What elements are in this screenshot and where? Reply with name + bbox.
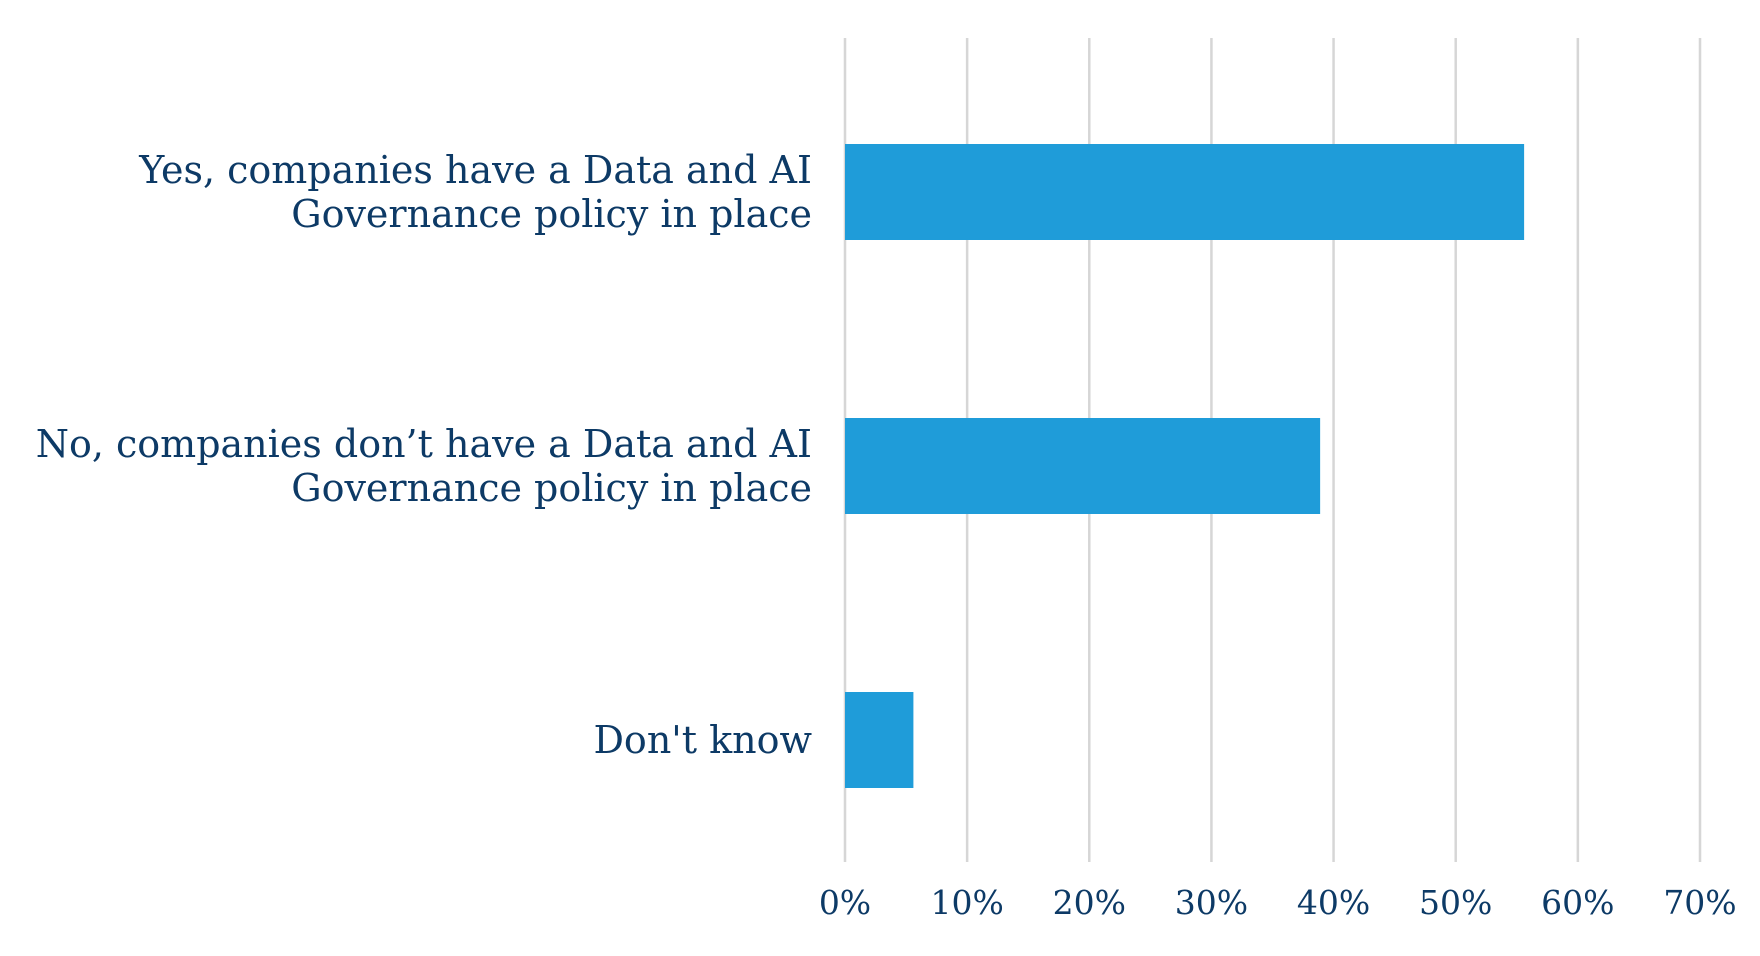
bar (845, 144, 1525, 240)
category-label-line: Don't know (593, 718, 812, 762)
category-label-line: Yes, companies have a Data and AI (138, 148, 812, 192)
x-tick-label: 0% (819, 883, 871, 922)
category-labels: Yes, companies have a Data and AI Governa… (36, 148, 813, 762)
x-tick-label: 30% (1175, 883, 1248, 922)
category-label: Yes, companies have a Data and AI Governa… (138, 148, 812, 236)
category-label-line: No, companies don’t have a Data and AI (36, 422, 812, 466)
category-label-line: Governance policy in place (291, 192, 812, 236)
bars (845, 144, 1525, 788)
category-label: Don't know (593, 718, 812, 762)
x-tick-label: 70% (1663, 883, 1736, 922)
bar (845, 418, 1321, 514)
x-tick-label: 10% (930, 883, 1003, 922)
category-label-line: Governance policy in place (291, 466, 812, 510)
x-tick-label: 40% (1297, 883, 1370, 922)
x-tick-label: 60% (1541, 883, 1614, 922)
x-tick-label: 50% (1419, 883, 1492, 922)
x-tick-labels: 0% 10% 20% 30% 40% 50% 60% 70% (819, 883, 1737, 922)
x-tick-label: 20% (1053, 883, 1126, 922)
category-label: No, companies don’t have a Data and AI Go… (36, 422, 812, 510)
bar (845, 692, 914, 788)
